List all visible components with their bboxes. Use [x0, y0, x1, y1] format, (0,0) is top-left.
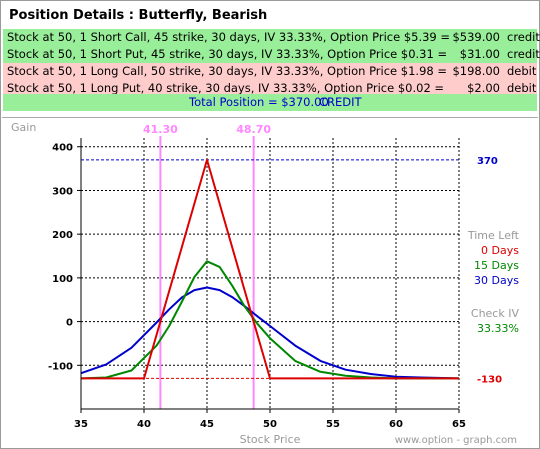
x-tick-label: 55	[326, 419, 340, 430]
position-row: Stock at 50, 1 Short Put, 45 strike, 30 …	[3, 46, 540, 63]
position-amount: $2.00	[467, 81, 500, 95]
position-description: Stock at 50, 1 Short Put, 45 strike, 30 …	[7, 47, 448, 61]
x-tick-label: 50	[263, 419, 277, 430]
position-amount: $198.00	[452, 64, 500, 78]
position-row: Stock at 50, 1 Long Call, 50 strike, 30 …	[3, 63, 537, 80]
position-kind: debit	[507, 64, 537, 78]
divider	[2, 117, 538, 118]
x-axis-label: Stock Price	[240, 433, 301, 446]
position-description: Stock at 50, 1 Long Call, 50 strike, 30 …	[7, 64, 447, 78]
y-tick-label: -100	[48, 361, 73, 372]
y-tick-label: 300	[52, 186, 73, 197]
max-gain-label: 370	[477, 156, 498, 167]
max-loss-label: -130	[477, 374, 502, 385]
watermark: www.option - graph.com	[395, 435, 517, 446]
series-line-0-days	[81, 158, 459, 380]
breakeven-label: 48.70	[236, 123, 271, 136]
y-tick-label: 200	[52, 230, 73, 241]
y-tick-label: 400	[52, 143, 73, 154]
chart-guides: 41.30 48.70 370 -130	[81, 123, 502, 409]
x-tick-label: 65	[452, 419, 466, 430]
breakeven-label: 41.30	[143, 123, 178, 136]
position-kind: debit	[507, 81, 537, 95]
position-kind: credit	[507, 30, 540, 44]
check-iv-value: 33.33%	[477, 322, 519, 335]
x-tick-label: 35	[74, 419, 88, 430]
position-amount: $31.00	[459, 47, 500, 61]
position-description: Stock at 50, 1 Short Call, 45 strike, 30…	[7, 30, 451, 44]
chart-grid	[81, 138, 460, 409]
panel-title: Position Details : Butterfly, Bearish	[9, 8, 268, 23]
chart-axes: 35 40 45 50 55 60 65 -100 0 100 200 300 400	[48, 138, 466, 430]
legend-title: Time Left	[467, 229, 520, 242]
check-iv-label[interactable]: Check IV	[471, 307, 520, 320]
y-tick-label: 100	[52, 274, 73, 285]
position-row: Stock at 50, 1 Short Call, 45 strike, 30…	[3, 29, 540, 46]
total-position-bar: Total Position = $370.00 CREDIT	[3, 94, 537, 111]
position-amount: $539.00	[452, 30, 500, 44]
legend-0-days: 0 Days	[481, 244, 519, 257]
y-axis-label: Gain	[11, 121, 36, 134]
x-tick-label: 45	[200, 419, 214, 430]
x-tick-label: 60	[389, 419, 403, 430]
legend-30-days[interactable]: 30 Days	[474, 274, 519, 287]
legend-15-days: 15 Days	[474, 259, 519, 272]
y-tick-label: 0	[66, 318, 73, 329]
payoff-chart: 41.30 48.70 370 -130 35 40 45 50 55 60 65 -100 0 100…	[11, 121, 520, 446]
series-line-30-days	[80, 286, 460, 380]
total-position-text: Total Position = $370.00	[189, 95, 329, 109]
position-kind: credit	[507, 47, 540, 61]
position-description: Stock at 50, 1 Long Put, 40 strike, 30 d…	[7, 81, 445, 95]
series-line-15-days	[80, 260, 459, 380]
total-position-label: CREDIT	[319, 95, 362, 109]
x-tick-label: 40	[137, 419, 151, 430]
chart-series	[80, 158, 460, 380]
position-row: Stock at 50, 1 Long Put, 40 strike, 30 d…	[3, 80, 537, 97]
